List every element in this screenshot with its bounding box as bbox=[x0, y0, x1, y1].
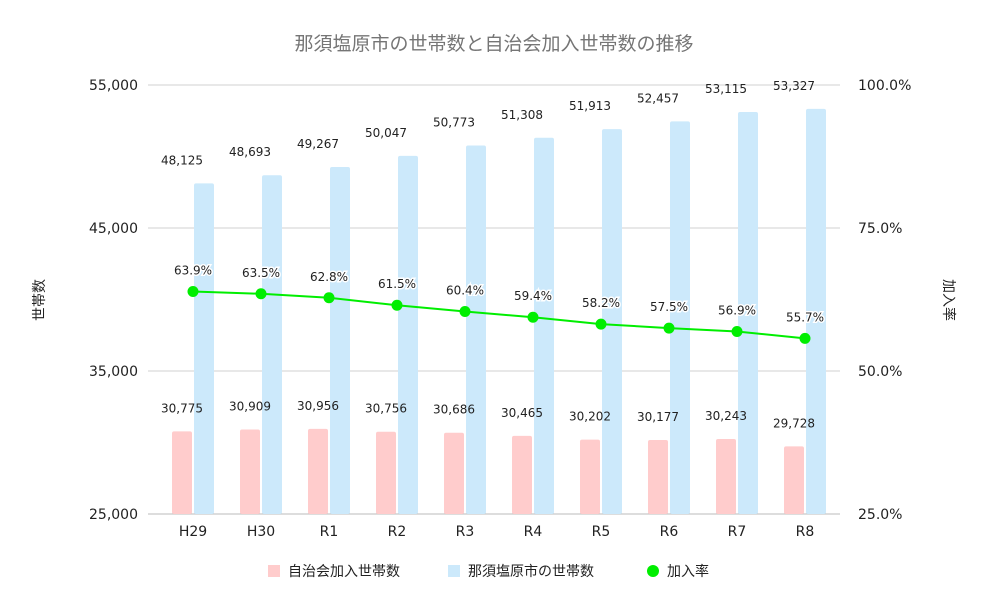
data-label-city: 52,457 bbox=[637, 91, 679, 105]
y2-tick-label: 50.0% bbox=[858, 364, 902, 380]
bar-joined-households bbox=[512, 435, 532, 514]
x-tick-label: R2 bbox=[388, 524, 407, 540]
bar-city-households bbox=[806, 108, 826, 515]
data-label-joined: 30,243 bbox=[705, 409, 747, 423]
x-tick-label: H30 bbox=[247, 524, 275, 540]
rate-point bbox=[799, 332, 811, 344]
rate-point bbox=[255, 288, 267, 300]
bar-joined-households bbox=[648, 439, 668, 514]
data-label-joined: 30,177 bbox=[637, 410, 679, 424]
data-label-joined: 30,956 bbox=[297, 399, 339, 413]
x-tick-label: R7 bbox=[728, 524, 747, 540]
data-label-rate: 63.5% bbox=[242, 266, 280, 280]
data-labels: 30,775 48,125 30,909 48,693 30,956 49,267 30,7… bbox=[161, 79, 826, 430]
legend-swatch-rate bbox=[647, 565, 659, 577]
data-label-city: 53,115 bbox=[705, 82, 747, 96]
bar-city-households bbox=[330, 166, 350, 514]
y-tick-label: 25,000 bbox=[89, 507, 138, 523]
bar-joined-households bbox=[444, 432, 464, 514]
legend-label-rate: 加入率 bbox=[667, 563, 709, 580]
bar-city-households bbox=[738, 111, 758, 514]
y-tick-label: 45,000 bbox=[89, 221, 138, 237]
data-label-joined: 30,686 bbox=[433, 403, 475, 417]
data-label-joined: 30,756 bbox=[365, 402, 407, 416]
data-label-joined: 29,728 bbox=[773, 416, 815, 430]
chart-title: 那須塩原市の世帯数と自治会加入世帯数の推移 bbox=[294, 33, 693, 55]
data-label-rate: 63.9% bbox=[174, 263, 212, 277]
bar-joined-households bbox=[580, 439, 600, 514]
bar-city-households bbox=[194, 183, 214, 514]
bar-joined-households bbox=[716, 439, 736, 514]
bar-joined-households bbox=[376, 431, 396, 514]
y2-axis-title: 加入率 bbox=[940, 279, 957, 321]
bar-joined-households bbox=[172, 431, 192, 514]
rate-line-path bbox=[192, 290, 806, 340]
y-tick-label: 35,000 bbox=[89, 364, 138, 380]
data-label-city: 53,327 bbox=[773, 79, 815, 93]
data-label-city: 48,125 bbox=[161, 153, 203, 167]
data-label-city: 49,267 bbox=[297, 137, 339, 151]
data-label-rate: 57.5% bbox=[650, 300, 688, 314]
y-tick-label: 55,000 bbox=[89, 78, 138, 94]
data-label-city: 50,773 bbox=[433, 115, 475, 129]
legend-label-city: 那須塩原市の世帯数 bbox=[468, 563, 594, 580]
bar-city-households bbox=[466, 145, 486, 514]
y2-tick-label: 25.0% bbox=[858, 507, 902, 523]
data-label-city: 51,308 bbox=[501, 108, 543, 122]
rate-line bbox=[187, 285, 811, 344]
legend: 自治会加入世帯数 那須塩原市の世帯数 加入率 bbox=[268, 563, 709, 580]
y-axis-title: 世帯数 bbox=[32, 279, 48, 321]
legend-swatch-city bbox=[448, 565, 460, 577]
rate-point bbox=[187, 285, 199, 297]
bar-city-households bbox=[262, 175, 282, 514]
data-label-joined: 30,909 bbox=[229, 400, 271, 414]
rate-point bbox=[323, 292, 335, 304]
rate-point bbox=[527, 311, 539, 323]
data-label-joined: 30,202 bbox=[569, 410, 611, 424]
bar-joined-households bbox=[240, 429, 260, 514]
data-label-rate: 59.4% bbox=[514, 289, 552, 303]
data-label-rate: 60.4% bbox=[446, 284, 484, 298]
axes: 25,000 25.0% 35,000 50.0% 45,000 75.0% 55,000 1… bbox=[89, 78, 911, 540]
data-label-joined: 30,775 bbox=[161, 401, 203, 415]
data-label-city: 50,047 bbox=[365, 126, 407, 140]
bar-city-households bbox=[602, 129, 622, 514]
data-label-rate: 55.7% bbox=[786, 310, 824, 324]
data-label-rate: 61.5% bbox=[378, 277, 416, 291]
bar-city-households bbox=[534, 137, 554, 514]
bar-city-households bbox=[398, 155, 418, 515]
bars bbox=[172, 108, 826, 515]
rate-point bbox=[595, 318, 607, 330]
x-tick-label: R4 bbox=[524, 524, 543, 540]
data-label-city: 48,693 bbox=[229, 145, 271, 159]
legend-swatch-joined bbox=[268, 565, 280, 577]
rate-point bbox=[459, 306, 471, 318]
x-tick-label: H29 bbox=[179, 524, 207, 540]
bar-joined-households bbox=[784, 446, 804, 514]
data-label-rate: 62.8% bbox=[310, 270, 348, 284]
x-tick-label: R6 bbox=[660, 524, 679, 540]
rate-point bbox=[731, 326, 743, 338]
x-tick-label: R8 bbox=[796, 524, 815, 540]
x-tick-label: R5 bbox=[592, 524, 611, 540]
x-tick-label: R3 bbox=[456, 524, 475, 540]
data-label-city: 51,913 bbox=[569, 99, 611, 113]
bar-joined-households bbox=[308, 428, 328, 514]
rate-point bbox=[391, 299, 403, 311]
rate-point bbox=[663, 322, 675, 334]
y2-tick-label: 100.0% bbox=[858, 78, 911, 94]
data-label-joined: 30,465 bbox=[501, 406, 543, 420]
legend-label-joined: 自治会加入世帯数 bbox=[288, 564, 400, 580]
y2-tick-label: 75.0% bbox=[858, 221, 902, 237]
x-tick-label: R1 bbox=[320, 524, 339, 540]
data-label-rate: 56.9% bbox=[718, 304, 756, 318]
bar-city-households bbox=[670, 121, 690, 514]
data-label-rate: 58.2% bbox=[582, 296, 620, 310]
